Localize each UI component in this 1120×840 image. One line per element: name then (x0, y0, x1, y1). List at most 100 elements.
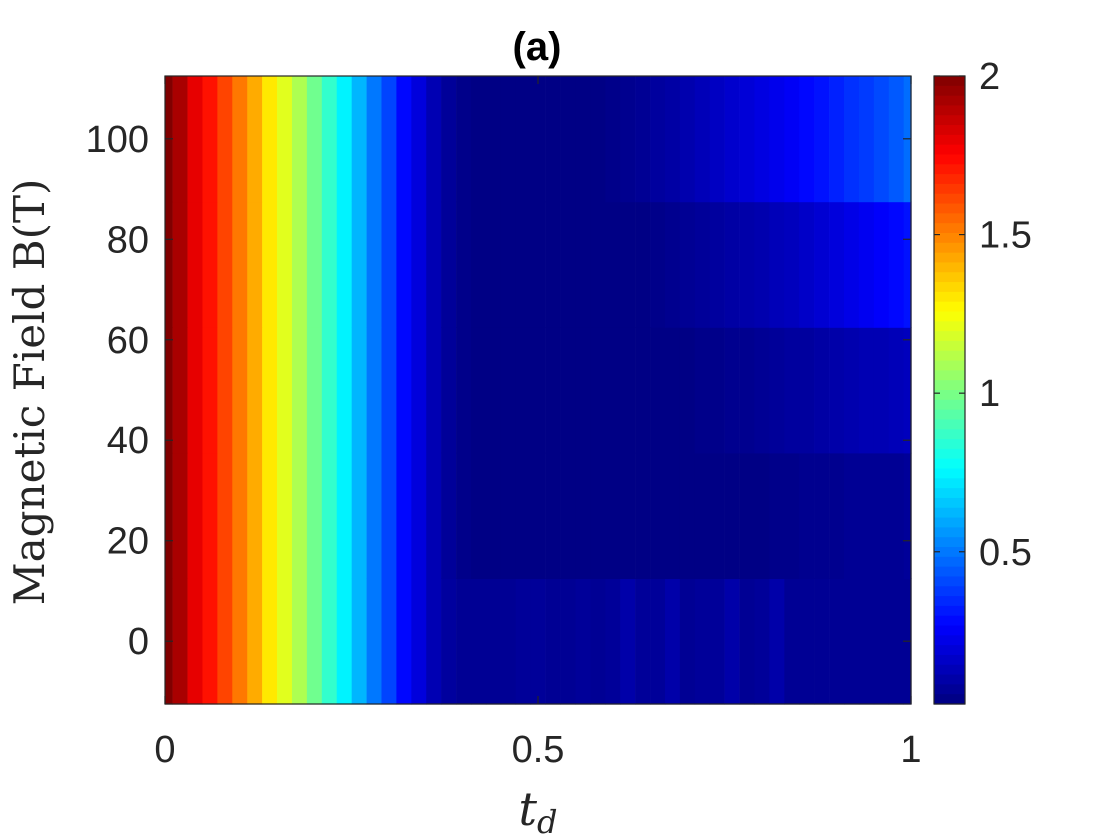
colorbar-swatch (934, 193, 965, 205)
heatmap-cell (590, 452, 606, 579)
heatmap-cell (650, 452, 666, 579)
heatmap-cell (426, 578, 442, 705)
heatmap-cell (650, 76, 666, 203)
heatmap-cell (262, 201, 278, 328)
heatmap-cell (202, 201, 218, 328)
heatmap-cell (844, 452, 860, 579)
heatmap-cell (605, 76, 621, 203)
heatmap-cell (396, 578, 412, 705)
heatmap-cell (530, 327, 546, 454)
heatmap-cell (620, 327, 636, 454)
heatmap-cell (784, 327, 800, 454)
heatmap-cell (903, 452, 912, 579)
heatmap-cell (321, 76, 338, 203)
heatmap-cell (381, 327, 397, 454)
heatmap-cell (247, 76, 263, 203)
heatmap-cell (306, 201, 323, 328)
colorbar-swatch (934, 625, 965, 636)
heatmap-cell (888, 76, 904, 203)
heatmap-cell (709, 201, 725, 328)
heatmap-cell (351, 76, 367, 203)
colorbar-swatch (934, 507, 965, 519)
heatmap-cell (187, 578, 203, 705)
heatmap-cell (306, 327, 323, 454)
colorbar-swatch (934, 134, 965, 146)
colorbar-swatch (934, 674, 965, 685)
heatmap-cell (575, 76, 591, 203)
heatmap-cell (605, 578, 621, 705)
heatmap-cell (903, 201, 912, 328)
x-tick-labels: 0 0.5 1 (154, 729, 921, 771)
heatmap-cell (396, 327, 412, 454)
heatmap-cell (217, 76, 233, 203)
colorbar-swatch (934, 556, 965, 568)
heatmap-cell (560, 327, 576, 454)
heatmap-cell (426, 452, 442, 579)
heatmap-cell (500, 76, 517, 203)
colorbar-tick-label: 1.5 (979, 215, 1032, 257)
colorbar-swatch (934, 252, 965, 264)
x-axis-label-subscript: d (537, 803, 557, 840)
heatmap-cell (456, 327, 472, 454)
heatmap-cell (575, 578, 591, 705)
heatmap-cell (262, 452, 278, 579)
heatmap-cell (291, 201, 308, 328)
colorbar-swatch (934, 429, 965, 440)
heatmap-cell (784, 76, 800, 203)
heatmap-cell (262, 327, 278, 454)
heatmap-cell (515, 327, 531, 454)
heatmap-cell (545, 76, 561, 203)
heatmap-cell (888, 578, 904, 705)
heatmap-cell (217, 452, 233, 579)
heatmap-cell (784, 201, 800, 328)
heatmap-cell (351, 327, 367, 454)
heatmap-cell (858, 452, 875, 579)
colorbar-swatch (934, 213, 965, 224)
heatmap-cell (873, 452, 890, 579)
heatmap-cell (635, 76, 651, 203)
heatmap-cell (165, 452, 173, 579)
heatmap-cell (575, 201, 591, 328)
heatmap-cell (664, 201, 681, 328)
heatmap-cell (172, 578, 188, 705)
heatmap-cell (232, 578, 248, 705)
heatmap-cell (366, 578, 382, 705)
heatmap-cell (814, 201, 830, 328)
heatmap-cell (321, 201, 338, 328)
y-tick-label: 20 (107, 521, 149, 563)
heatmap-cell (202, 452, 218, 579)
heatmap-cell (172, 452, 188, 579)
colorbar-swatch (934, 340, 965, 352)
heatmap-cell (679, 578, 696, 705)
heatmap-cell (366, 76, 382, 203)
heatmap-cell (396, 76, 412, 203)
heatmap-cell (411, 327, 427, 454)
colorbar-swatch (934, 684, 965, 695)
colorbar-swatch (934, 115, 965, 126)
heatmap-cell (366, 452, 382, 579)
heatmap-cell (426, 201, 442, 328)
colorbar-frame (933, 75, 966, 705)
heatmap-cell (769, 578, 785, 705)
heatmap-cell (605, 201, 621, 328)
colorbar: 0.5 1 1.5 2 (933, 56, 1032, 705)
heatmap-cell (605, 327, 621, 454)
heatmap-cell (814, 578, 830, 705)
heatmap-cell (694, 327, 711, 454)
heatmap-cell (635, 201, 651, 328)
heatmap-cell (575, 327, 591, 454)
heatmap-cell (679, 327, 696, 454)
colorbar-swatch (934, 272, 965, 283)
heatmap-cell (829, 578, 845, 705)
heatmap-cell (165, 201, 173, 328)
heatmap-cell (187, 201, 203, 328)
heatmap-cell (620, 201, 636, 328)
heatmap-cell (441, 201, 457, 328)
heatmap-cell (888, 201, 904, 328)
colorbar-swatch (934, 282, 965, 293)
heatmap-cell (396, 201, 412, 328)
heatmap-cell (739, 201, 755, 328)
heatmap-cell (456, 452, 472, 579)
heatmap-cell (664, 76, 681, 203)
colorbar-tick-label: 0.5 (979, 532, 1032, 574)
